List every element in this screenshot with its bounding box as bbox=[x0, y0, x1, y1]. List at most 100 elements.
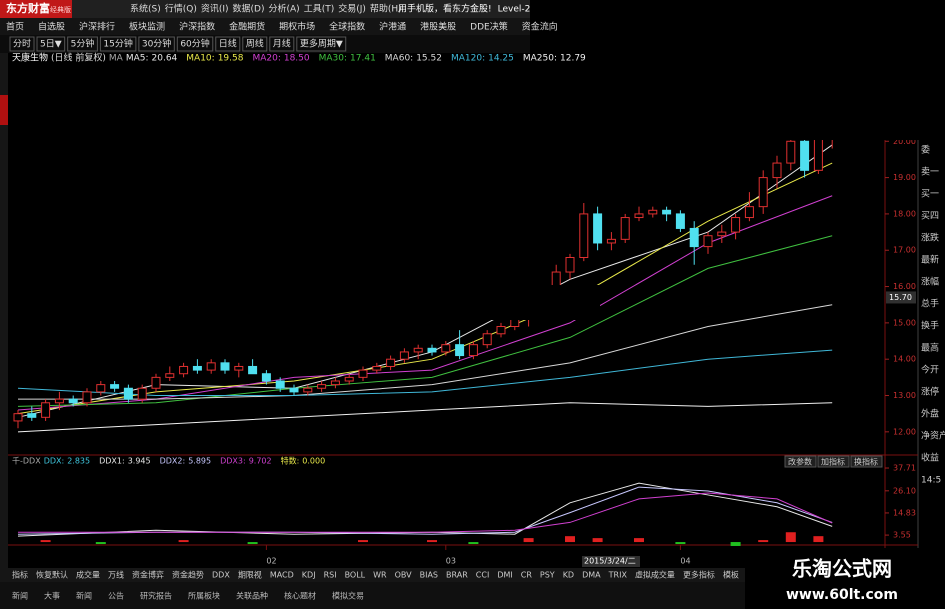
indicator-tab[interactable]: KD bbox=[563, 571, 574, 580]
menu-item[interactable]: 行情(Q) bbox=[165, 3, 197, 15]
bottom-tab[interactable]: 模拟交易 bbox=[332, 591, 364, 601]
y-tick-label: 26.10 bbox=[893, 486, 916, 495]
indicator-tab[interactable]: 资金博弈 bbox=[132, 570, 164, 580]
menu-item[interactable]: 分析(A) bbox=[269, 3, 300, 15]
promo[interactable]: 用手机版，看东方金股! bbox=[398, 3, 492, 15]
menu-item[interactable]: 系统(S) bbox=[130, 3, 161, 15]
indicator-button-box bbox=[850, 455, 883, 468]
nav-tab[interactable]: 板块监测 bbox=[129, 21, 165, 33]
indicator-tab[interactable]: DMA bbox=[582, 571, 601, 580]
nav-tab[interactable]: 资金流向 bbox=[522, 21, 558, 33]
indicator-button[interactable]: 换指标 bbox=[854, 457, 878, 467]
indicator-tab[interactable]: DDX bbox=[212, 571, 230, 580]
indicator-tab[interactable]: PSY bbox=[540, 571, 555, 580]
nav-tab[interactable]: 沪深排行 bbox=[79, 21, 115, 33]
nav-tab[interactable]: 港股美股 bbox=[420, 21, 456, 33]
period-button[interactable]: 60分钟 bbox=[180, 38, 209, 50]
series-value: 5.895 bbox=[188, 457, 211, 466]
indicator-tab[interactable]: 更多指标 bbox=[683, 570, 715, 580]
indicator-tab[interactable]: 模板 bbox=[723, 570, 739, 580]
indicator-tab[interactable]: MACD bbox=[270, 571, 294, 580]
nav-tab[interactable]: 期权市场 bbox=[279, 21, 315, 33]
side-label: 买四 bbox=[921, 211, 939, 222]
indicator-tab[interactable]: BIAS bbox=[420, 571, 438, 580]
ma-line bbox=[17, 349, 833, 397]
indicator-tab[interactable]: 成交量 bbox=[76, 570, 100, 580]
indicator-tab[interactable]: OBV bbox=[395, 571, 413, 580]
period-button[interactable]: 30分钟 bbox=[142, 38, 171, 50]
indicator-tab[interactable]: KDJ bbox=[302, 571, 316, 580]
period-button[interactable]: 日线 bbox=[219, 38, 237, 50]
nav-tab[interactable]: 首页 bbox=[6, 21, 24, 33]
candle-body bbox=[455, 344, 465, 357]
bottom-tab[interactable]: 大事 bbox=[44, 591, 60, 601]
period-button[interactable]: 更多周期▼ bbox=[300, 38, 343, 50]
bottom-tab[interactable]: 关联品种 bbox=[236, 591, 268, 601]
bottom-tab[interactable]: 核心题材 bbox=[284, 591, 316, 601]
ma-name: MA250: bbox=[523, 54, 557, 64]
candle-body bbox=[151, 376, 161, 389]
indicator-tab[interactable]: 恢复默认 bbox=[36, 570, 68, 580]
y-tick-label: 18.00 bbox=[893, 209, 916, 218]
ddx-bar bbox=[247, 542, 258, 545]
indicator-button[interactable]: 加指标 bbox=[821, 457, 845, 467]
indicator-tab[interactable]: 期限视 bbox=[238, 570, 262, 580]
candle-body bbox=[758, 177, 768, 208]
menu-item[interactable]: 资讯(I) bbox=[201, 4, 229, 15]
last-price: 15.70 bbox=[889, 293, 912, 302]
period-button[interactable]: 5日▼ bbox=[40, 39, 62, 50]
ma-name: MA5: bbox=[126, 54, 149, 64]
indicator-tab[interactable]: BOLL bbox=[345, 571, 366, 580]
level[interactable]: Level-2 bbox=[498, 5, 531, 15]
indicator-tab[interactable]: DMI bbox=[497, 571, 512, 580]
candle-body bbox=[786, 140, 796, 164]
candle-body bbox=[703, 235, 713, 248]
indicator-tab[interactable]: RSI bbox=[324, 571, 337, 580]
menu-item[interactable]: 工具(T) bbox=[304, 4, 335, 15]
nav-tab[interactable]: 沪港通 bbox=[379, 21, 406, 33]
period-button-box bbox=[138, 36, 175, 52]
bottom-tab[interactable]: 新闻 bbox=[76, 591, 92, 601]
indicator-tab[interactable]: 指标 bbox=[12, 570, 28, 580]
edition: 经典版 bbox=[50, 5, 71, 14]
indicator-tab[interactable]: CCI bbox=[476, 571, 490, 580]
indicator-tab[interactable]: WR bbox=[373, 571, 387, 580]
indicator-tab[interactable]: 万线 bbox=[108, 570, 124, 580]
nav-tab[interactable]: 金融期货 bbox=[229, 21, 265, 33]
ddx-bar bbox=[95, 542, 106, 545]
menu-item[interactable]: 交易(J) bbox=[338, 3, 366, 15]
nav-tab[interactable]: 自选股 bbox=[38, 21, 65, 33]
ddx-bar bbox=[358, 540, 368, 543]
x-tick-label: 03 bbox=[446, 557, 456, 566]
nav-tab[interactable]: 全球指数 bbox=[329, 21, 365, 33]
period-button[interactable]: 分时 bbox=[13, 38, 31, 50]
series-value: 2.835 bbox=[67, 457, 90, 466]
indicator-tab[interactable]: CR bbox=[521, 571, 533, 580]
y-tick-label: 13.00 bbox=[893, 391, 916, 400]
logo: 东方财富 bbox=[6, 1, 50, 15]
nav-tab[interactable]: DDE决策 bbox=[470, 21, 508, 33]
side-label: 收益 bbox=[921, 452, 939, 464]
menu-item[interactable]: 帮助(H) bbox=[370, 3, 402, 15]
nav-tab[interactable]: 沪深指数 bbox=[179, 21, 215, 33]
bottom-tab[interactable]: 新闻 bbox=[12, 591, 28, 601]
period-button[interactable]: 周线 bbox=[246, 38, 264, 50]
indicator-tab[interactable]: TRIX bbox=[608, 571, 628, 580]
indicator-tab[interactable]: BRAR bbox=[446, 571, 468, 580]
bottom-tab[interactable]: 研究报告 bbox=[140, 591, 172, 601]
bottom-tab[interactable]: 所属板块 bbox=[188, 591, 220, 601]
menu-item[interactable]: 数据(D) bbox=[233, 3, 265, 15]
period-button[interactable]: 月线 bbox=[273, 38, 291, 50]
period-button[interactable]: 15分钟 bbox=[103, 38, 132, 50]
indicator-tab[interactable]: 虚拟成交量 bbox=[635, 570, 675, 580]
bottom-tab[interactable]: 公告 bbox=[108, 591, 124, 601]
ma-line bbox=[17, 402, 833, 433]
period-button[interactable]: 5分钟 bbox=[71, 38, 95, 50]
indicator-button[interactable]: 改参数 bbox=[788, 457, 812, 467]
candle-body bbox=[648, 209, 658, 215]
side-label: 总手 bbox=[921, 298, 939, 310]
ma-line bbox=[18, 304, 833, 400]
side-label: 涨停 bbox=[921, 386, 939, 398]
candle-body bbox=[800, 140, 810, 171]
indicator-tab[interactable]: 资金趋势 bbox=[172, 570, 204, 580]
